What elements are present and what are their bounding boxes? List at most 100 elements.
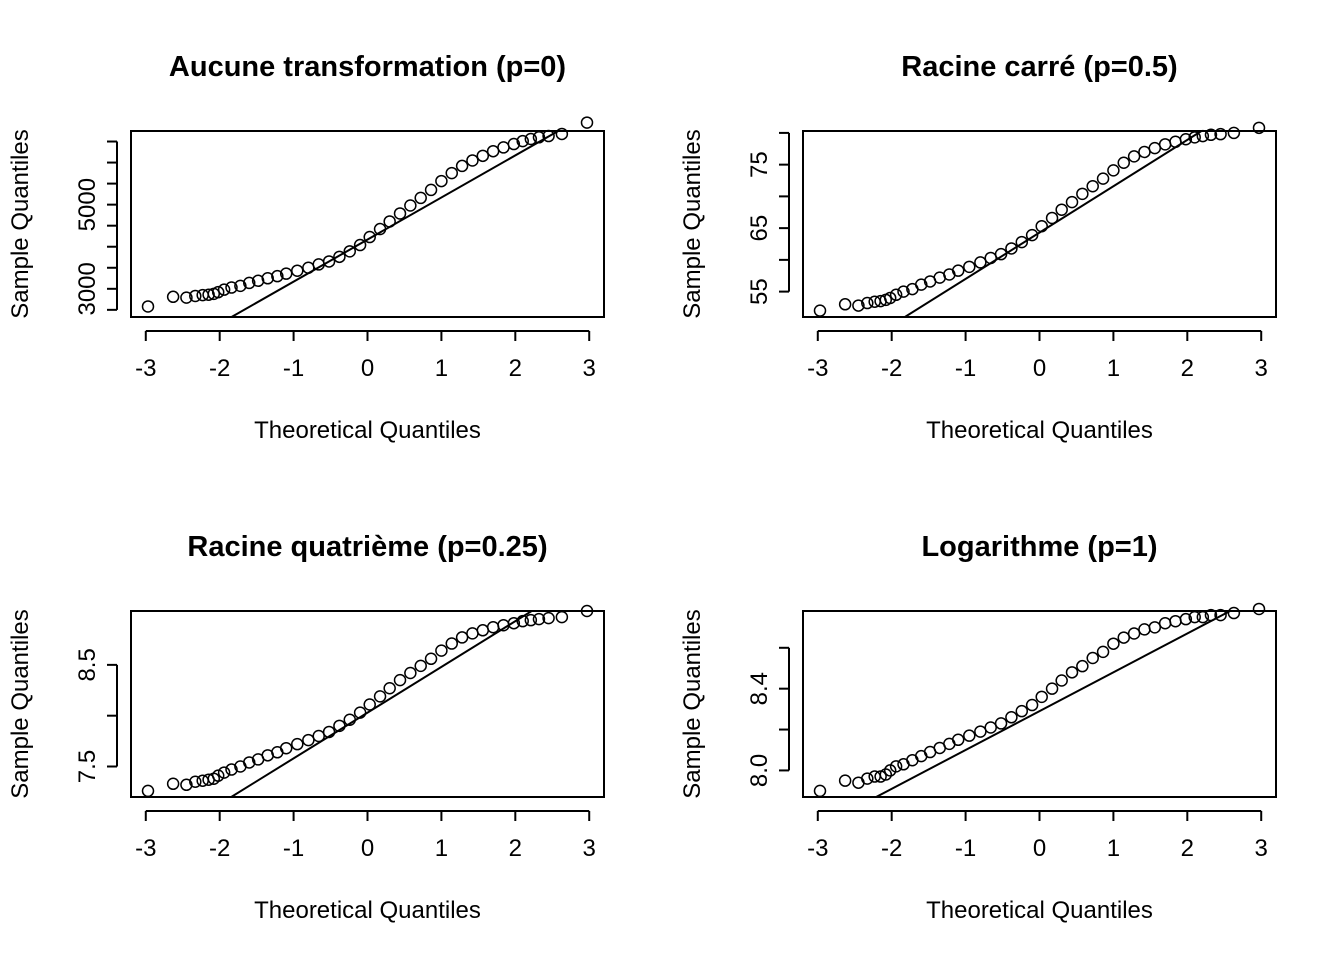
data-point bbox=[974, 256, 987, 269]
data-point bbox=[994, 717, 1008, 730]
data-point bbox=[302, 261, 315, 275]
data-point bbox=[1158, 138, 1172, 151]
data-point bbox=[963, 260, 976, 274]
data-point bbox=[516, 614, 529, 628]
x-tick-label: 0 bbox=[1033, 835, 1046, 862]
data-point bbox=[141, 784, 155, 798]
y-tick-label: 8.5 bbox=[74, 648, 101, 681]
chart-title: Aucune transformation (p=0) bbox=[169, 51, 566, 83]
data-point bbox=[1015, 235, 1029, 249]
chart-title: Logarithme (p=1) bbox=[921, 531, 1157, 563]
data-point bbox=[984, 251, 997, 265]
data-point bbox=[1096, 172, 1110, 185]
x-axis-label: Theoretical Quantiles bbox=[926, 417, 1153, 444]
data-point bbox=[838, 774, 852, 787]
x-axis-label: Theoretical Quantiles bbox=[254, 897, 481, 924]
data-point bbox=[414, 191, 427, 205]
data-point bbox=[1055, 674, 1068, 687]
x-axis-label: Theoretical Quantiles bbox=[926, 897, 1153, 924]
data-point bbox=[1096, 645, 1110, 659]
data-point bbox=[852, 299, 865, 312]
data-point bbox=[861, 772, 874, 785]
data-point bbox=[1158, 617, 1172, 630]
data-point bbox=[1252, 121, 1266, 135]
x-tick-label: -2 bbox=[209, 355, 230, 382]
data-point bbox=[1015, 704, 1029, 718]
qq-reference-line bbox=[873, 611, 1233, 797]
x-tick-label: -2 bbox=[881, 355, 902, 382]
data-point bbox=[486, 621, 500, 634]
data-point bbox=[383, 681, 396, 695]
data-point bbox=[1169, 614, 1182, 628]
x-tick-label: -3 bbox=[135, 835, 156, 862]
data-point bbox=[1138, 145, 1151, 159]
data-point bbox=[373, 690, 387, 703]
data-point bbox=[445, 637, 459, 650]
x-tick-label: 1 bbox=[1107, 835, 1120, 862]
data-point bbox=[542, 611, 555, 625]
data-point bbox=[234, 279, 247, 293]
data-point bbox=[1204, 128, 1218, 142]
data-point bbox=[343, 245, 357, 258]
data-point bbox=[435, 174, 448, 188]
data-point bbox=[1117, 156, 1131, 169]
data-point bbox=[524, 132, 538, 146]
y-tick-label: 7.5 bbox=[74, 750, 101, 783]
x-tick-label: 3 bbox=[1255, 835, 1268, 862]
data-point bbox=[217, 283, 231, 296]
data-point bbox=[889, 760, 903, 773]
data-point bbox=[497, 141, 510, 154]
x-tick-label: -3 bbox=[807, 355, 828, 382]
data-point bbox=[1065, 666, 1079, 679]
y-tick-label: 75 bbox=[746, 151, 773, 178]
data-point bbox=[1086, 651, 1099, 665]
data-point bbox=[897, 285, 910, 298]
data-point bbox=[466, 154, 479, 167]
x-tick-label: 2 bbox=[509, 355, 522, 382]
x-tick-label: 2 bbox=[1181, 355, 1194, 382]
data-point bbox=[994, 247, 1008, 261]
data-point bbox=[180, 291, 193, 304]
data-point bbox=[312, 729, 325, 743]
data-point bbox=[507, 616, 521, 630]
data-point bbox=[225, 763, 238, 776]
data-point bbox=[1065, 195, 1079, 209]
data-point bbox=[1227, 126, 1241, 140]
x-tick-label: -1 bbox=[955, 355, 976, 382]
data-point bbox=[974, 725, 987, 738]
x-tick-label: 3 bbox=[583, 835, 596, 862]
data-point bbox=[476, 624, 490, 637]
data-point bbox=[302, 733, 315, 747]
data-point bbox=[963, 729, 976, 742]
qq-panel: Aucune transformation (p=0) -3 -2 -1 0 1 2 3 300… bbox=[7, 51, 605, 444]
x-tick-label: -2 bbox=[881, 835, 902, 862]
data-point bbox=[516, 134, 529, 148]
x-tick-label: -2 bbox=[209, 835, 230, 862]
plot-frame bbox=[130, 130, 605, 318]
x-tick-label: 3 bbox=[583, 355, 596, 382]
data-point bbox=[455, 159, 469, 173]
data-point bbox=[211, 769, 225, 782]
data-point bbox=[363, 230, 376, 244]
x-tick-label: 1 bbox=[435, 355, 448, 382]
data-point bbox=[883, 291, 897, 305]
x-tick-label: 1 bbox=[1107, 355, 1120, 382]
data-point bbox=[580, 116, 594, 129]
data-point bbox=[261, 272, 274, 285]
x-tick-label: 2 bbox=[509, 835, 522, 862]
data-point bbox=[166, 290, 180, 304]
data-point bbox=[1035, 690, 1048, 704]
data-point bbox=[414, 659, 427, 673]
data-point bbox=[813, 784, 827, 798]
data-point bbox=[211, 285, 225, 299]
x-tick-label: -1 bbox=[283, 355, 304, 382]
data-point bbox=[532, 612, 546, 626]
data-point bbox=[1196, 610, 1210, 624]
data-point bbox=[353, 238, 367, 252]
x-tick-label: 0 bbox=[361, 835, 374, 862]
data-point bbox=[1127, 627, 1141, 640]
data-point bbox=[333, 719, 346, 733]
data-point bbox=[915, 278, 928, 291]
data-point bbox=[1025, 228, 1039, 242]
